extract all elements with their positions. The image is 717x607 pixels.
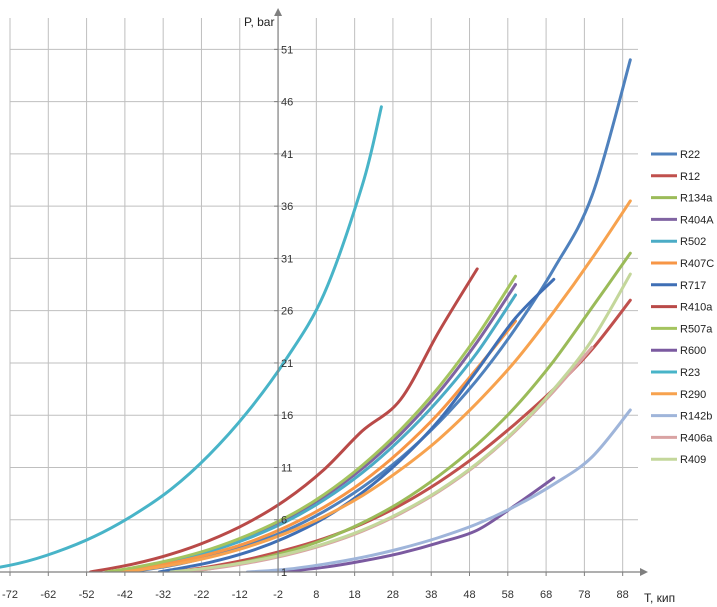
x-tick-label: -32 xyxy=(155,589,171,601)
legend-label: R507a xyxy=(680,323,713,335)
y-tick-label: 11 xyxy=(281,462,292,474)
legend-label: R22 xyxy=(680,149,700,161)
y-tick-label: 46 xyxy=(281,97,293,109)
tick-labels: -72 -62 -52 -42 -32 -22 -12 -2 8 18 28 38 48 58 68 78 88… xyxy=(2,44,629,601)
x-tick-label: -42 xyxy=(117,589,133,601)
series-line-r507a xyxy=(104,274,517,572)
y-tick-label: 6 xyxy=(281,515,287,527)
x-tick-label: -22 xyxy=(194,589,210,601)
x-tick-label: 68 xyxy=(540,589,552,601)
legend-label: R23 xyxy=(680,367,700,379)
legend-label: R717 xyxy=(680,280,706,292)
legend-label: R404A xyxy=(680,214,714,226)
y-axis-arrow xyxy=(274,8,283,16)
series-lines xyxy=(0,58,632,572)
series-line-r23 xyxy=(0,105,383,569)
y-tick-label: 51 xyxy=(281,44,293,56)
y-tick-label: 26 xyxy=(281,306,293,318)
x-tick-label: -12 xyxy=(232,589,248,601)
series-line-r717 xyxy=(157,277,556,572)
x-tick-label: 78 xyxy=(578,589,590,601)
series-line-r409 xyxy=(169,272,632,572)
y-tick-label: 21 xyxy=(281,358,293,370)
y-tick-label: 36 xyxy=(281,201,293,213)
legend: R22 R12 R134a R404A R502 R407C R717 R410a R507a R… xyxy=(651,149,714,466)
legend-label: R409 xyxy=(680,454,706,466)
y-tick-label: 31 xyxy=(281,253,293,265)
series-line-r134a xyxy=(184,251,632,572)
x-tick-label: -72 xyxy=(2,589,18,601)
x-tick-label: 48 xyxy=(463,589,475,601)
series-line-r407c xyxy=(115,319,517,572)
x-tick-label: 28 xyxy=(387,589,399,601)
x-tick-label: 18 xyxy=(349,589,361,601)
x-tick-label: 38 xyxy=(425,589,437,601)
legend-label: R142b xyxy=(680,411,712,423)
x-tick-label: 58 xyxy=(502,589,514,601)
legend-label: R600 xyxy=(680,345,706,357)
legend-label: R406a xyxy=(680,432,713,444)
x-tick-label: 8 xyxy=(313,589,319,601)
x-tick-label: -2 xyxy=(273,589,283,601)
x-axis-arrow xyxy=(640,568,648,576)
series-line-r22 xyxy=(131,58,632,572)
series-line-r142b xyxy=(245,408,632,572)
y-tick-label: 16 xyxy=(281,410,293,422)
series-line-r410a xyxy=(88,267,479,572)
x-tick-label: -62 xyxy=(40,589,56,601)
x-tick-label: 88 xyxy=(617,589,629,601)
x-tick-label: -52 xyxy=(79,589,95,601)
legend-label: R407C xyxy=(680,258,714,270)
axes xyxy=(0,8,648,576)
legend-label: R134a xyxy=(680,193,713,205)
y-tick-label: 1 xyxy=(281,567,287,579)
series-line-r404a xyxy=(108,283,517,572)
legend-label: R410a xyxy=(680,302,713,314)
x-axis-title: T, кип xyxy=(644,591,675,605)
y-tick-label: 41 xyxy=(281,149,293,161)
legend-label: R12 xyxy=(680,171,700,183)
series-line-r502 xyxy=(111,293,517,572)
y-axis-title: P, bar xyxy=(244,15,274,29)
legend-label: R502 xyxy=(680,236,706,248)
legend-label: R290 xyxy=(680,389,706,401)
series-line-r290 xyxy=(123,199,632,572)
